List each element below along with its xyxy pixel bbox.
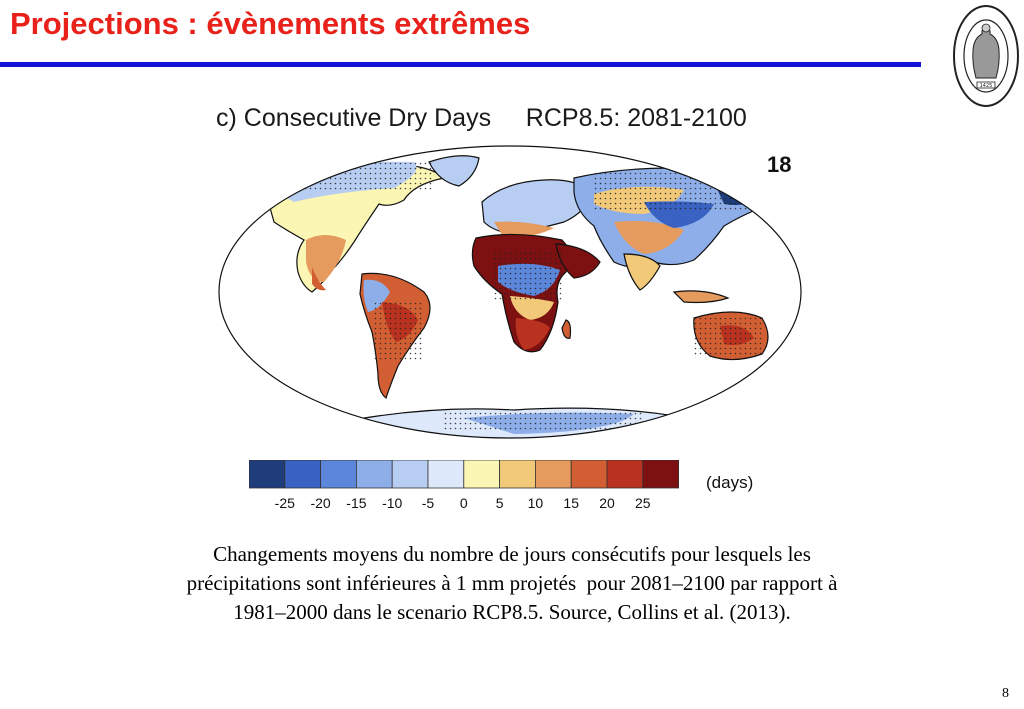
university-seal: 1425 bbox=[953, 5, 1019, 107]
legend-swatch bbox=[534, 460, 572, 489]
legend-swatch bbox=[284, 460, 321, 489]
legend-tick-label: 0 bbox=[460, 495, 468, 511]
new-zealand bbox=[785, 356, 793, 376]
units-label: (days) bbox=[706, 473, 754, 492]
legend-swatch bbox=[606, 460, 644, 489]
legend-swatch bbox=[249, 460, 286, 489]
indonesia bbox=[672, 290, 730, 304]
world-map bbox=[218, 145, 802, 439]
legend-swatch bbox=[427, 460, 465, 489]
greenland bbox=[428, 155, 480, 187]
legend-swatch bbox=[356, 460, 393, 489]
caption-line: précipitations sont inférieures à 1 mm p… bbox=[186, 571, 838, 595]
legend-swatch bbox=[391, 460, 429, 489]
caption-line: 1981–2000 dans le scenario RCP8.5. Sourc… bbox=[233, 600, 791, 624]
legend-tick-label: -20 bbox=[310, 495, 330, 511]
model-count: 18 bbox=[767, 152, 792, 177]
legend-tick-label: 5 bbox=[496, 495, 504, 511]
legend-tick-label: -25 bbox=[275, 495, 295, 511]
caption-line: Changements moyens du nombre de jours co… bbox=[213, 542, 811, 566]
legend-ticks: -25 -20 -15 -10 -5 0 5 10 15 20 25 bbox=[275, 495, 651, 511]
madagascar bbox=[561, 319, 572, 339]
legend-swatch bbox=[642, 460, 679, 489]
legend-tick-label: -5 bbox=[422, 495, 435, 511]
india bbox=[623, 253, 661, 291]
legend-tick-label: 25 bbox=[635, 495, 651, 511]
legend-swatch bbox=[463, 460, 501, 489]
figure-caption: Changements moyens du nombre de jours co… bbox=[100, 540, 924, 627]
legend-swatch bbox=[320, 460, 357, 489]
svg-text:1425: 1425 bbox=[980, 83, 993, 89]
legend-tick-label: 20 bbox=[599, 495, 615, 511]
legend-tick-label: 15 bbox=[563, 495, 579, 511]
legend-tick-label: 10 bbox=[528, 495, 544, 511]
color-legend: -25 -20 -15 -10 -5 0 5 10 15 20 25 bbox=[249, 460, 679, 511]
legend-tick-label: -10 bbox=[382, 495, 402, 511]
map-title: c) Consecutive Dry Days RCP8.5: 2081-210… bbox=[216, 104, 747, 132]
page-number: 8 bbox=[1002, 686, 1009, 701]
legend-swatch bbox=[499, 460, 536, 489]
slide-title: Projections : évènements extrêmes bbox=[10, 6, 531, 41]
legend-swatches bbox=[249, 460, 679, 489]
legend-swatch bbox=[570, 460, 608, 489]
title-divider bbox=[0, 62, 921, 67]
legend-tick-label: -15 bbox=[346, 495, 366, 511]
